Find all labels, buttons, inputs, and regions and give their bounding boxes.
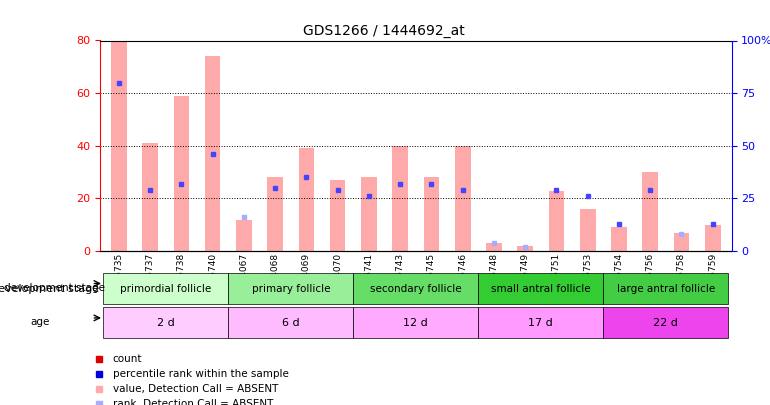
Bar (205, 56, 220, 251)
Text: count: count (112, 354, 142, 364)
Text: percentile rank within the sample: percentile rank within the sample (112, 369, 289, 379)
Text: secondary follicle: secondary follicle (370, 284, 461, 294)
Text: age: age (31, 317, 50, 327)
Bar (424, 177, 439, 251)
Bar (361, 177, 377, 251)
Text: 6 d: 6 d (282, 318, 300, 328)
FancyBboxPatch shape (103, 307, 228, 339)
Bar (517, 246, 533, 251)
FancyBboxPatch shape (353, 307, 478, 339)
Bar (267, 177, 283, 251)
Bar (674, 232, 689, 251)
FancyBboxPatch shape (228, 273, 353, 304)
Bar (486, 243, 502, 251)
Bar (455, 146, 470, 251)
Text: value, Detection Call = ABSENT: value, Detection Call = ABSENT (112, 384, 278, 394)
Bar (611, 228, 627, 251)
FancyBboxPatch shape (478, 273, 604, 304)
Text: rank, Detection Call = ABSENT: rank, Detection Call = ABSENT (112, 399, 273, 405)
FancyBboxPatch shape (228, 307, 353, 339)
Bar (705, 225, 721, 251)
Bar (236, 220, 252, 251)
FancyBboxPatch shape (103, 273, 228, 304)
Text: large antral follicle: large antral follicle (617, 284, 715, 294)
Text: primordial follicle: primordial follicle (120, 284, 212, 294)
FancyBboxPatch shape (478, 307, 604, 339)
Bar (393, 146, 408, 251)
Text: development stage: development stage (4, 283, 105, 292)
Bar (549, 190, 564, 251)
Bar (173, 96, 189, 251)
FancyBboxPatch shape (604, 273, 728, 304)
Text: small antral follicle: small antral follicle (491, 284, 591, 294)
Text: 12 d: 12 d (403, 318, 428, 328)
Bar (580, 209, 595, 251)
Text: development stage: development stage (0, 284, 99, 294)
Bar (642, 172, 658, 251)
Bar (299, 149, 314, 251)
Bar (330, 180, 346, 251)
Text: 22 d: 22 d (654, 318, 678, 328)
Text: primary follicle: primary follicle (252, 284, 330, 294)
Text: 17 d: 17 d (528, 318, 553, 328)
FancyBboxPatch shape (604, 307, 728, 339)
FancyBboxPatch shape (353, 273, 478, 304)
Bar (142, 143, 158, 251)
Bar (111, 40, 127, 251)
Text: 2 d: 2 d (157, 318, 175, 328)
Title: GDS1266 / 1444692_at: GDS1266 / 1444692_at (303, 24, 465, 38)
